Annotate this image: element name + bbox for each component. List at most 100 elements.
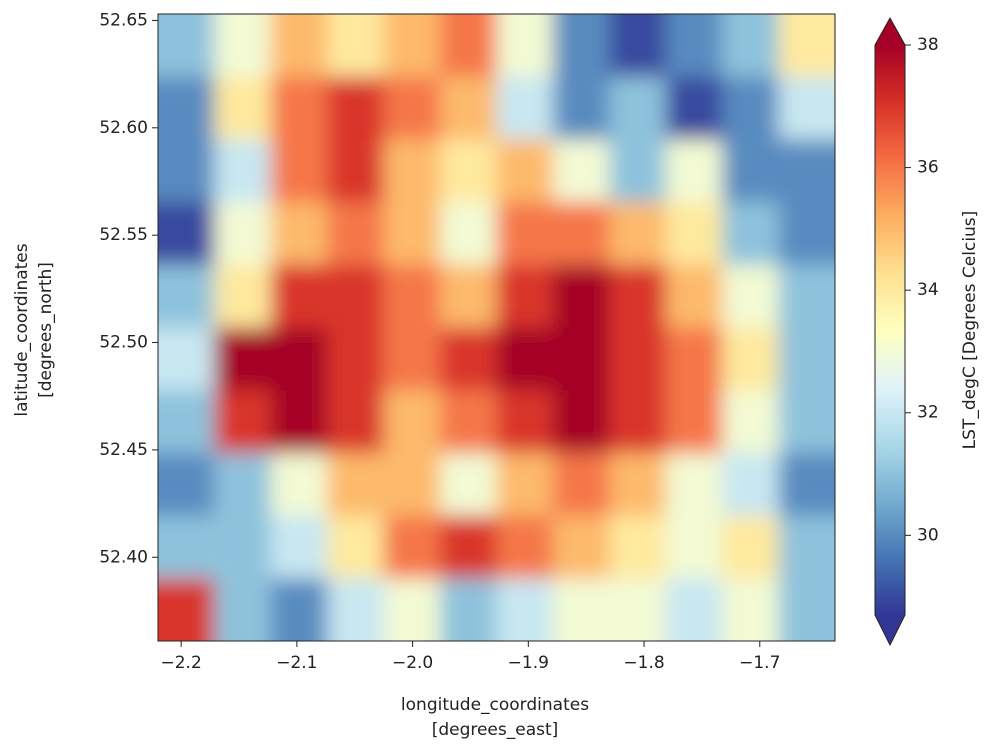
- raster-cell: [609, 202, 667, 266]
- raster-cell: [327, 390, 385, 454]
- raster-cell: [158, 76, 216, 141]
- raster-cell: [327, 327, 385, 392]
- raster-cell: [440, 452, 498, 517]
- raster-cell: [778, 452, 835, 517]
- raster-cell: [158, 578, 216, 641]
- raster-cell: [327, 202, 385, 266]
- raster-cell: [270, 14, 329, 78]
- raster-cell: [440, 327, 498, 392]
- y-tick-label: 52.65: [99, 10, 148, 30]
- raster-cell: [496, 76, 554, 141]
- raster-cell: [440, 578, 498, 641]
- raster-cell: [496, 578, 554, 641]
- raster-cell: [440, 390, 498, 454]
- colorbar-extend: [875, 615, 905, 645]
- raster-cell: [158, 452, 216, 517]
- raster-cell: [383, 327, 442, 392]
- raster-cell: [440, 202, 498, 266]
- raster-cell: [552, 202, 611, 266]
- raster-cell: [722, 202, 780, 266]
- raster-cell: [270, 139, 329, 204]
- raster-cell: [609, 327, 667, 392]
- raster-cell: [665, 76, 724, 141]
- raster-cell: [327, 452, 385, 517]
- raster-cell: [609, 76, 667, 141]
- raster-cell: [722, 264, 780, 329]
- raster-cell: [214, 515, 272, 580]
- raster-cell: [270, 264, 329, 329]
- raster-cell: [270, 76, 329, 141]
- raster-cell: [327, 14, 385, 78]
- raster-cell: [214, 327, 272, 392]
- raster-cell: [552, 327, 611, 392]
- raster-cell: [270, 202, 329, 266]
- x-tick-label: −1.8: [623, 653, 664, 673]
- raster-cell: [440, 515, 498, 580]
- raster-cell: [609, 452, 667, 517]
- raster-cell: [552, 452, 611, 517]
- colorbar-tick-label: 30: [917, 525, 939, 545]
- raster-cell: [327, 578, 385, 641]
- raster-cell: [552, 390, 611, 454]
- raster-cell: [214, 139, 272, 204]
- raster-cell: [722, 76, 780, 141]
- raster-cell: [383, 452, 442, 517]
- raster-cell: [609, 578, 667, 641]
- raster-cell: [496, 390, 554, 454]
- raster-cell: [552, 76, 611, 141]
- x-tick-label: −1.9: [508, 653, 549, 673]
- y-tick-label: 52.45: [99, 440, 148, 460]
- raster-cell: [778, 390, 835, 454]
- raster-cell: [383, 578, 442, 641]
- raster-cell: [552, 515, 611, 580]
- colorbar-tick-label: 32: [917, 403, 939, 423]
- y-tick-label: 52.50: [99, 333, 148, 353]
- raster-cell: [383, 515, 442, 580]
- raster-cell: [158, 139, 216, 204]
- raster-cell: [722, 452, 780, 517]
- colorbar: [875, 45, 905, 615]
- raster-cell: [496, 14, 554, 78]
- colorbar-extend: [875, 18, 905, 45]
- x-tick-label: −2.2: [161, 653, 202, 673]
- raster-cell: [552, 14, 611, 78]
- raster: [158, 14, 835, 641]
- raster-cell: [778, 578, 835, 641]
- raster-cell: [665, 390, 724, 454]
- x-axis-label: longitude_coordinates: [401, 695, 589, 715]
- raster-cell: [665, 578, 724, 641]
- raster-cell: [609, 264, 667, 329]
- colorbar-tick-label: 36: [917, 158, 939, 178]
- y-axis-label: latitude_coordinates: [12, 243, 32, 416]
- raster-cell: [270, 515, 329, 580]
- raster-cell: [778, 515, 835, 580]
- raster-cell: [383, 76, 442, 141]
- raster-cell: [270, 390, 329, 454]
- raster-cell: [383, 390, 442, 454]
- raster-cell: [214, 14, 272, 78]
- raster-cell: [327, 139, 385, 204]
- raster-cell: [158, 515, 216, 580]
- raster-cell: [496, 202, 554, 266]
- raster-cell: [722, 515, 780, 580]
- y-tick-label: 52.60: [99, 118, 148, 138]
- x-tick-label: −1.7: [739, 653, 780, 673]
- raster-cell: [552, 139, 611, 204]
- y-tick-label: 52.40: [99, 547, 148, 567]
- raster-cell: [270, 452, 329, 517]
- raster-cell: [440, 139, 498, 204]
- raster-cell: [778, 14, 835, 78]
- raster-cell: [609, 14, 667, 78]
- raster-cell: [722, 139, 780, 204]
- colorbar-tick-label: 34: [917, 280, 939, 300]
- raster-cell: [383, 14, 442, 78]
- raster-cell: [327, 515, 385, 580]
- raster-cell: [496, 327, 554, 392]
- colorbar-label: LST_degC [Degrees Celcius]: [960, 211, 980, 450]
- x-tick-label: −2.0: [392, 653, 433, 673]
- raster-cell: [665, 515, 724, 580]
- raster-cell: [665, 202, 724, 266]
- colorbar-tick-label: 38: [917, 35, 939, 55]
- raster-cell: [158, 14, 216, 78]
